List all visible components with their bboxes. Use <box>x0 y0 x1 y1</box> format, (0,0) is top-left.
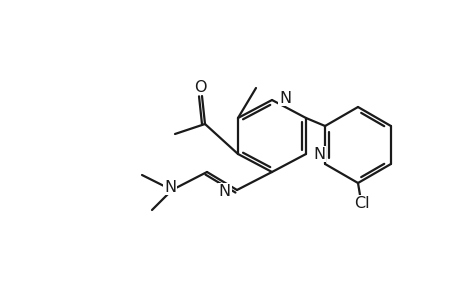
Text: N: N <box>312 146 325 161</box>
Text: N: N <box>163 179 176 194</box>
Text: N: N <box>218 184 230 199</box>
Text: O: O <box>193 80 206 94</box>
Text: Cl: Cl <box>353 196 369 211</box>
Text: N: N <box>279 91 291 106</box>
